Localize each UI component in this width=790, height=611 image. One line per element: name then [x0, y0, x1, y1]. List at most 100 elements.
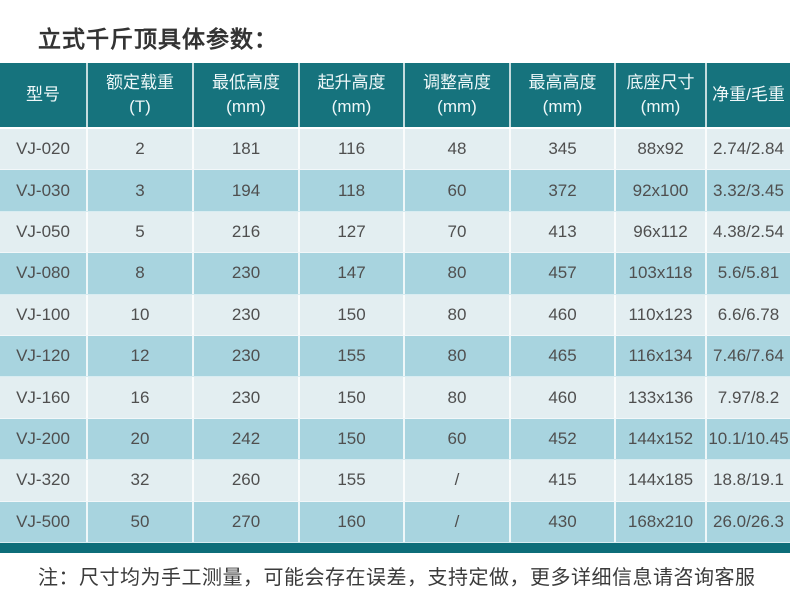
header-label: 额定载重 [106, 72, 174, 92]
value-cell: 260 [194, 460, 300, 501]
value-cell: 230 [194, 377, 300, 418]
value-cell: 8 [88, 253, 194, 294]
header-unit: (T) [129, 97, 151, 116]
table-row: VJ-020 2 181 116 48 345 88x92 2.74/2.84 [0, 129, 790, 171]
value-cell: 216 [194, 211, 300, 253]
value-cell: 2.74/2.84 [713, 139, 784, 159]
value-cell: 70 [405, 211, 511, 253]
value-cell: 413 [511, 211, 616, 253]
header-cell: 起升高度 (mm) [300, 63, 405, 127]
table-row: VJ-080 8 230 147 80 457 103x118 5.6/5.81 [0, 253, 790, 295]
value-cell: 155 [300, 460, 405, 501]
table-row: VJ-160 16 230 150 80 460 133x136 7.97/8.2 [0, 377, 790, 419]
model-cell: VJ-080 [0, 253, 88, 294]
model-cell: VJ-020 [0, 129, 88, 170]
model-cell: VJ-050 [0, 211, 88, 253]
header-cell: 最高高度 (mm) [511, 63, 616, 127]
value-cell: 168x210 [616, 501, 707, 542]
value-cell: 26.0/26.3 [713, 511, 784, 531]
header-cell: 调整高度 (mm) [405, 63, 511, 127]
table-row: VJ-200 20 242 150 60 452 144x152 10.1/10.45 [0, 418, 790, 461]
header-unit: (mm) [331, 97, 372, 116]
value-cell: 12 [88, 335, 194, 377]
value-cell: 118 [300, 170, 405, 211]
value-cell: 147 [300, 253, 405, 294]
header-cell: 型号 [0, 63, 88, 127]
value-cell: 460 [511, 294, 616, 335]
table-row: VJ-030 3 194 118 60 372 92x100 3.32/3.45 [0, 170, 790, 212]
value-cell: 345 [511, 129, 616, 170]
value-cell: 415 [511, 460, 616, 501]
value-cell: 465 [511, 335, 616, 377]
value-cell: 116 [300, 129, 405, 170]
value-cell: 50 [88, 501, 194, 542]
value-cell: 92x100 [616, 170, 707, 211]
value-cell: 460 [511, 377, 616, 418]
value-cell: 160 [300, 501, 405, 542]
header-cell: 底座尺寸 (mm) [616, 63, 707, 127]
value-cell: 150 [300, 294, 405, 335]
value-cell: 7.46/7.64 [713, 346, 784, 366]
value-cell: 3 [88, 170, 194, 211]
value-cell: 144x152 [616, 418, 707, 460]
table-row: VJ-100 10 230 150 80 460 110x123 6.6/6.78 [0, 294, 790, 336]
table-row: VJ-120 12 230 155 80 465 116x134 7.46/7.64 [0, 335, 790, 378]
header-label: 最高高度 [528, 72, 597, 92]
value-cell: / [405, 501, 511, 542]
model-cell: VJ-030 [0, 170, 88, 211]
model-cell: VJ-500 [0, 501, 88, 542]
model-cell: VJ-320 [0, 460, 88, 501]
value-cell: 5 [88, 211, 194, 253]
value-cell: 230 [194, 335, 300, 377]
value-cell: 10 [88, 294, 194, 335]
header-label: 调整高度 [423, 72, 491, 92]
value-cell: 10.1/10.45 [708, 428, 789, 448]
value-cell: 270 [194, 501, 300, 542]
value-cell: 133x136 [616, 377, 707, 418]
table-body: VJ-020 2 181 116 48 345 88x92 2.74/2.84 VJ-030 3 1… [0, 129, 790, 543]
header-label: 起升高度 [317, 72, 386, 92]
page-title: 立式千斤顶具体参数： [38, 26, 278, 52]
model-cell: VJ-200 [0, 418, 88, 460]
header-unit: (mm) [542, 97, 583, 116]
jack-spec-sheet: 立式千斤顶具体参数： 型号 额定载重 (T) 最低高度 (mm) 起升高度 (mm) 调整高度… [0, 20, 790, 590]
value-cell: 103x118 [616, 253, 707, 294]
value-cell: 372 [511, 170, 616, 211]
value-cell: 32 [88, 460, 194, 501]
value-cell: 3.32/3.45 [713, 180, 784, 200]
value-cell: 5.6/5.81 [717, 263, 780, 283]
value-cell: 181 [194, 129, 300, 170]
model-cell: VJ-160 [0, 377, 88, 418]
value-cell: 80 [405, 377, 511, 418]
value-cell: 242 [194, 418, 300, 460]
header-label: 净重/毛重 [712, 84, 785, 104]
value-cell: 18.8/19.1 [713, 470, 784, 490]
header-label: 型号 [26, 84, 60, 104]
value-cell: 48 [405, 129, 511, 170]
value-cell: 80 [405, 294, 511, 335]
value-cell: 150 [300, 377, 405, 418]
footnote: 注：尺寸均为手工测量，可能会存在误差，支持定做，更多详细信息请咨询客服 [38, 566, 756, 589]
value-cell: 155 [300, 335, 405, 377]
header-cell: 净重/毛重 [707, 63, 790, 127]
value-cell: 230 [194, 253, 300, 294]
header-label: 最低高度 [212, 72, 280, 92]
value-cell: 127 [300, 211, 405, 253]
header-cell: 最低高度 (mm) [194, 63, 300, 127]
header-cell: 额定载重 (T) [88, 63, 194, 127]
model-cell: VJ-100 [0, 294, 88, 335]
value-cell: 60 [405, 170, 511, 211]
value-cell: 110x123 [616, 294, 707, 335]
value-cell: 144x185 [616, 460, 707, 501]
header-label: 底座尺寸 [626, 72, 695, 92]
spec-table: 型号 额定载重 (T) 最低高度 (mm) 起升高度 (mm) 调整高度 (mm) 最高高度 (mm… [0, 63, 790, 553]
value-cell: 4.38/2.54 [713, 221, 784, 241]
value-cell: 20 [88, 418, 194, 460]
value-cell: 60 [405, 418, 511, 460]
value-cell: 430 [511, 501, 616, 542]
value-cell: 80 [405, 335, 511, 377]
value-cell: 2 [88, 129, 194, 170]
model-cell: VJ-120 [0, 335, 88, 377]
header-unit: (mm) [226, 97, 266, 116]
value-cell: 116x134 [616, 335, 707, 377]
